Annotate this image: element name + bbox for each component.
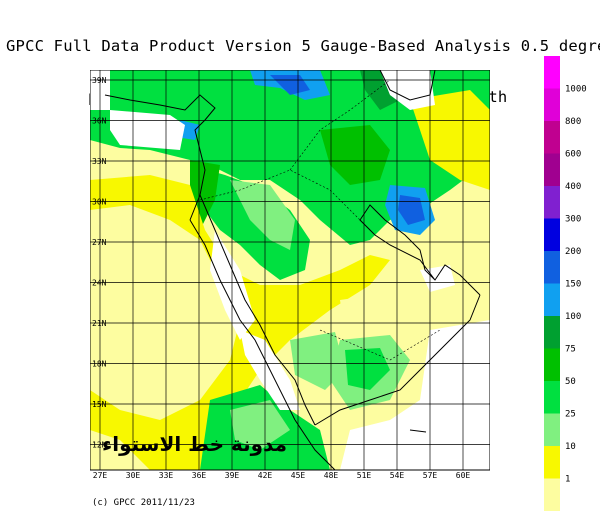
lon-label: 42E — [258, 471, 273, 480]
nodata-red-sea-north — [210, 230, 255, 340]
lon-label: 45E — [291, 471, 306, 480]
legend-swatch — [544, 153, 560, 186]
legend-label: 600 — [565, 150, 581, 160]
border-iraq-iran — [289, 79, 391, 171]
latitude-labels: 39N 36N 33N 30N 27N 24N 21N 18N 15N 12N — [92, 76, 107, 450]
lon-label: 60E — [456, 471, 471, 480]
lon-label: 57E — [423, 471, 438, 480]
field-green-yemen — [345, 348, 390, 390]
legend-label: 150 — [565, 280, 581, 290]
map-frame — [90, 70, 490, 471]
field-lightgreen-ethiopia — [230, 400, 290, 450]
lat-label: 36N — [92, 117, 107, 126]
longitude-labels: 27E 30E 33E 36E 39E 42E 45E 48E 51E 54E 57E 60E — [93, 471, 471, 480]
legend-swatch — [544, 218, 560, 251]
lon-label: 36E — [192, 471, 207, 480]
lon-label: 39E — [225, 471, 240, 480]
lon-label: 54E — [390, 471, 405, 480]
lat-label: 15N — [92, 400, 107, 409]
legend-swatch — [544, 381, 560, 414]
legend-label: 10 — [565, 442, 576, 452]
lat-label: 24N — [92, 279, 107, 288]
lon-label: 27E — [93, 471, 108, 480]
legend-swatch — [544, 413, 560, 446]
precipitation-map: 39N 36N 33N 30N 27N 24N 21N 18N 15N 12N 27E 30E 33E… — [90, 70, 490, 480]
lat-label: 30N — [92, 198, 107, 207]
legend-swatch — [544, 316, 560, 349]
legend-swatch — [544, 478, 560, 511]
title-line-1: GPCC Full Data Product Version 5 Gauge-B… — [6, 37, 600, 55]
borders — [199, 79, 441, 361]
legend-swatch — [544, 348, 560, 381]
field-lightgreen-syria — [230, 180, 295, 250]
nodata-arabian-sea — [340, 320, 490, 470]
lon-label: 30E — [126, 471, 141, 480]
field-pale-egypt — [90, 205, 240, 420]
coast-levant — [104, 94, 216, 221]
coast-gulf — [359, 204, 481, 296]
legend-label: 800 — [565, 117, 581, 127]
legend-label: 300 — [565, 215, 581, 225]
legend-label: 400 — [565, 182, 581, 192]
field-green-75-iraq — [320, 125, 390, 185]
lon-label: 51E — [357, 471, 372, 480]
legend-label: 75 — [565, 345, 576, 355]
legend-swatch — [544, 283, 560, 316]
legend-swatch — [544, 446, 560, 479]
field-green-levant — [190, 165, 310, 280]
lat-label: 27N — [92, 238, 107, 247]
legend-label: 1000 — [565, 85, 587, 95]
coast-caspian — [379, 70, 436, 101]
legend-swatch — [544, 251, 560, 284]
lon-label: 48E — [324, 471, 339, 480]
legend-swatch — [544, 121, 560, 154]
lat-lon-grid — [90, 70, 490, 470]
lat-label: 33N — [92, 157, 107, 166]
lat-label: 21N — [92, 319, 107, 328]
copyright-notice: (c) GPCC 2011/11/23 — [92, 498, 195, 508]
field-blue-200-gulf — [398, 195, 425, 225]
legend-label: 100 — [565, 312, 581, 322]
lat-label: 12N — [92, 441, 107, 450]
color-legend: 1000 800 600 400 300 200 150 100 75 50 25 10 1 — [544, 56, 587, 511]
legend-swatch — [544, 56, 560, 89]
legend-label: 50 — [565, 377, 576, 387]
coast-horn — [294, 419, 336, 471]
legend-swatch — [544, 186, 560, 219]
legend-label: 1 — [565, 475, 570, 485]
legend-label: 200 — [565, 247, 581, 257]
coast-socotra — [409, 429, 427, 433]
border-north-arabia — [199, 169, 361, 221]
lat-label: 18N — [92, 360, 107, 369]
lat-label: 39N — [92, 76, 107, 85]
coast-red-sea-west — [189, 219, 296, 421]
lon-label: 33E — [159, 471, 174, 480]
border-yemen — [319, 329, 441, 361]
watermark-text: مدونة خط الاستواء — [102, 432, 287, 456]
legend-swatch — [544, 88, 560, 121]
legend-label: 25 — [565, 410, 576, 420]
